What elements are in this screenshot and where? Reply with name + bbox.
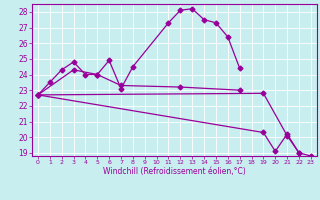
X-axis label: Windchill (Refroidissement éolien,°C): Windchill (Refroidissement éolien,°C) xyxy=(103,167,246,176)
